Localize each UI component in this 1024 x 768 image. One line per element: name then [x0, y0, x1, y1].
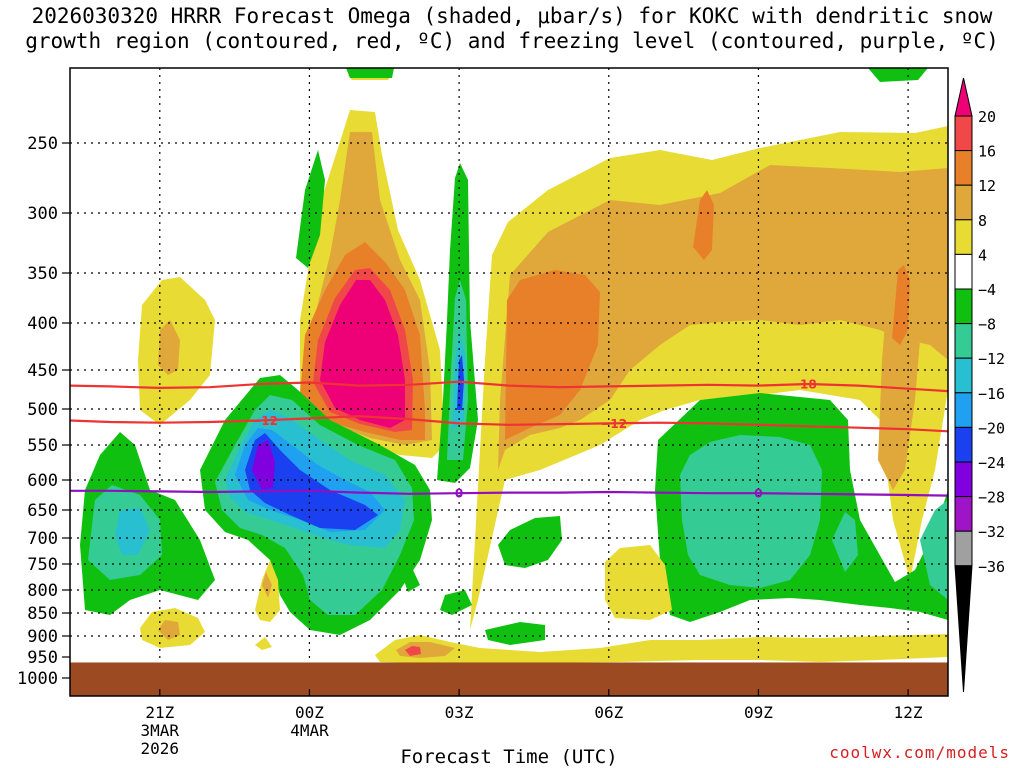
teal-right-region [680, 435, 822, 588]
below-ground-band [70, 662, 948, 696]
colorbar-top-arrow [954, 77, 973, 117]
colorbar-label: −8 [978, 316, 996, 334]
green-sliver-left [296, 150, 325, 268]
colorbar-swatch [954, 288, 973, 325]
pressure-tick-label: 600 [27, 471, 58, 491]
gridlines [70, 68, 948, 663]
orange-small-2130 [158, 620, 180, 640]
colorbar-swatch [954, 530, 973, 567]
blue-big-cold [245, 433, 378, 530]
plot-frame [69, 67, 949, 697]
temperature-contours: −18 −12 −12 0 0 [69, 378, 949, 501]
colorbar-label: 20 [978, 108, 996, 126]
pressure-axis: 250 300 350 400 450 500 550 600 650 700 750 800 850 9… [17, 134, 70, 689]
pressure-tick-label: 500 [27, 400, 58, 420]
green-fragments-03z [402, 570, 545, 645]
yellow-surface-band [375, 634, 948, 663]
contour-label: 0 [754, 487, 762, 501]
colorbar-label: 12 [978, 177, 996, 195]
colorbar-swatch [954, 426, 973, 463]
orange-mid-left [505, 270, 600, 440]
yellow-0730 [605, 545, 672, 620]
colorbar-swatch [954, 461, 973, 498]
small-orange-2130 [158, 320, 180, 375]
orange-tall-0930 [693, 190, 714, 260]
colorbar-swatch [954, 253, 973, 290]
pressure-tick-label: 400 [27, 314, 58, 334]
colorbar-label: −36 [978, 558, 1005, 576]
pressure-tick-label: 800 [27, 581, 58, 601]
teal-small-1130 [832, 512, 858, 572]
rising-green-top-left [346, 68, 394, 78]
pressure-tick-label: 250 [27, 134, 58, 154]
colorbar-label: −12 [978, 350, 1005, 368]
pressure-tick-label: 650 [27, 501, 58, 521]
yellow-tiny-00z [255, 637, 272, 650]
orange-right-column [878, 250, 925, 490]
contour-0 [70, 489, 949, 497]
pressure-tick-label: 950 [27, 648, 58, 668]
colorbar-label: −32 [978, 523, 1005, 541]
colorbar-swatch [954, 392, 973, 428]
pressure-tick-label: 900 [27, 627, 58, 647]
colorbar-swatch [954, 323, 973, 359]
time-tick-label: 06Z [594, 703, 623, 722]
colorbar-label: −20 [978, 419, 1005, 437]
colorbar-label: −28 [978, 489, 1005, 507]
pressure-tick-label: 350 [27, 264, 58, 284]
colorbar-swatch [954, 115, 973, 152]
purple-cold-spot [252, 440, 275, 490]
pressure-tick-label: 750 [27, 555, 58, 575]
contour-minus18 [69, 380, 949, 393]
colorbar-swatch [954, 184, 973, 221]
pressure-tick-label: 850 [27, 604, 58, 624]
teal-right-edge [920, 500, 948, 600]
colorbar-swatch [954, 496, 973, 532]
colorbar-label: −4 [978, 281, 996, 299]
colorbar-swatch [954, 357, 973, 394]
chart-title: 2026030320 HRRR Forecast Omega (shaded, … [25, 4, 999, 53]
time-tick-label: 00Z [295, 703, 324, 722]
rising-green-top-right [868, 68, 928, 82]
yellow-tiny-1330 [892, 640, 910, 654]
orange-1330 [892, 265, 910, 345]
orange-near-00z [262, 572, 272, 598]
red-surface-03z [405, 646, 421, 656]
colorbar-bottom-arrow [954, 565, 973, 693]
green-after-0330 [498, 516, 562, 568]
contour-label: −12 [600, 417, 627, 431]
colorbar-swatch [954, 150, 973, 186]
pressure-tick-label: 700 [27, 529, 58, 549]
colorbar-label: −16 [978, 385, 1005, 403]
colorbar-label: −24 [978, 454, 1005, 472]
time-tick-sublabel: 3MAR [141, 721, 180, 740]
time-tick-label: 21Z [145, 703, 174, 722]
colorbar-label: 4 [978, 246, 987, 264]
time-tick-label: 03Z [445, 703, 474, 722]
contour-label: 0 [455, 487, 463, 501]
time-tick-sublabel: 4MAR [290, 721, 329, 740]
x-axis-label: Forecast Time (UTC) [400, 746, 617, 768]
time-tick-label: 12Z [894, 703, 923, 722]
colorbar-swatch [954, 219, 973, 255]
pressure-tick-label: 550 [27, 436, 58, 456]
omega-colorbar: 20 16 12 8 4 −4 −8 −12 −16 −20 −24 −28 −32 −36 [954, 77, 1005, 693]
colorbar-label: 16 [978, 143, 996, 161]
contour-label: −12 [251, 414, 278, 428]
omega-shading [80, 68, 948, 663]
pressure-tick-label: 300 [27, 204, 58, 224]
orange-upper-right [498, 165, 948, 470]
time-tick-label: 09Z [744, 703, 773, 722]
pressure-tick-label: 450 [27, 361, 58, 381]
contour-minus12 [69, 415, 949, 433]
colorbar-label: 8 [978, 212, 987, 230]
time-tick-sublabel: 2026 [141, 739, 180, 758]
contour-label: −18 [790, 378, 817, 392]
cyan-left-inner [115, 508, 150, 555]
big-magenta-core [320, 280, 405, 428]
watermark: coolwx.com/models [829, 743, 1010, 762]
pressure-tick-label: 1000 [17, 669, 58, 689]
